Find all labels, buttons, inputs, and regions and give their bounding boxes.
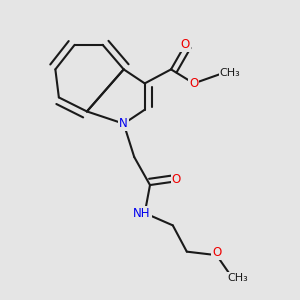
- Text: O: O: [180, 38, 190, 51]
- Text: N: N: [119, 117, 128, 130]
- Text: O: O: [212, 246, 221, 259]
- Text: O: O: [172, 173, 181, 186]
- Text: O: O: [189, 77, 198, 90]
- Text: NH: NH: [133, 207, 151, 220]
- Text: CH₃: CH₃: [220, 68, 240, 78]
- Text: CH₃: CH₃: [227, 273, 248, 283]
